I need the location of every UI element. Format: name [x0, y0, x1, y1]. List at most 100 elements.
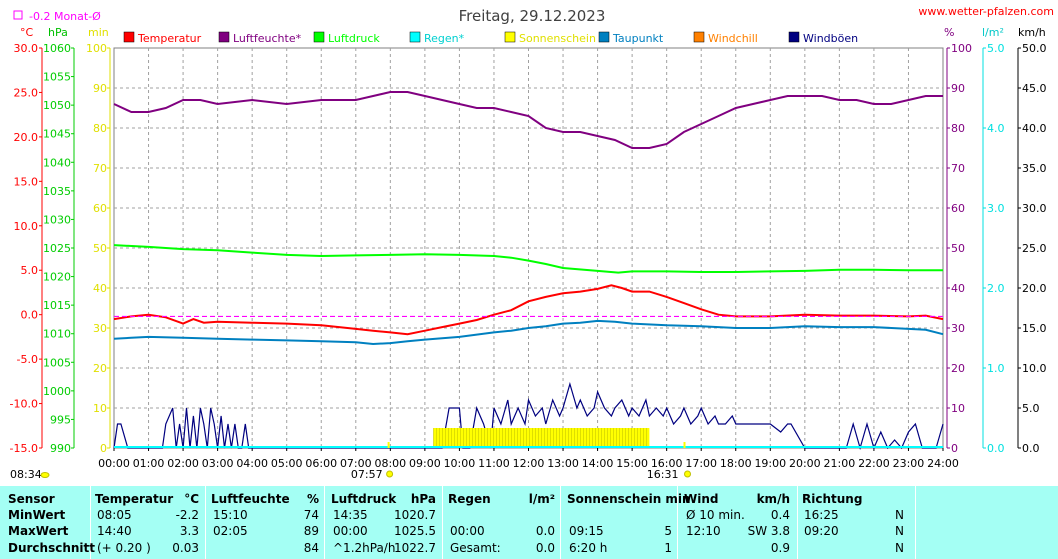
- stats-col-title: Regen: [448, 492, 491, 506]
- legend-label: Luftfeuchte*: [233, 32, 302, 45]
- stats-value: 1025.5: [394, 524, 436, 538]
- legend-item: Windböen: [788, 31, 858, 45]
- temp-tick-label: -10.0: [10, 398, 38, 411]
- unit-temp: °C: [20, 26, 34, 39]
- stats-separator: [442, 486, 443, 559]
- x-tick-label: 22:00: [858, 457, 890, 470]
- legend-item: Windchill: [693, 31, 758, 45]
- rain-tick-label: 4.0: [987, 122, 1005, 135]
- pressure-tick-label: 1050: [43, 99, 71, 112]
- stats-time: 12:10: [686, 524, 721, 538]
- minutes-tick-label: 10: [93, 402, 107, 415]
- stats-value: 1: [664, 541, 672, 555]
- unit-wind: km/h: [1018, 26, 1046, 39]
- x-tick-label: 04:00: [236, 457, 268, 470]
- unit-rain: l/m²: [982, 26, 1004, 39]
- stats-separator: [205, 486, 206, 559]
- wind-tick-label: 10.0: [1022, 362, 1047, 375]
- stats-col-title: Richtung: [802, 492, 863, 506]
- minutes-tick-label: 40: [93, 282, 107, 295]
- pressure-tick-label: 1010: [43, 328, 71, 341]
- pressure-tick-label: 990: [50, 442, 71, 455]
- minutes-tick-label: 80: [93, 122, 107, 135]
- x-tick-label: 12:00: [513, 457, 545, 470]
- stats-value: 5: [664, 524, 672, 538]
- legend-swatch: [693, 31, 705, 43]
- stats-row-label: Durchschnitt: [8, 541, 96, 555]
- humidity-tick-label: 30: [951, 322, 965, 335]
- minutes-tick-label: 20: [93, 362, 107, 375]
- wind-tick-label: 0.0: [1022, 442, 1040, 455]
- stats-time: 15:10: [213, 508, 248, 522]
- rain-tick-label: 2.0: [987, 282, 1005, 295]
- stats-time: Ø 10 min.: [686, 508, 745, 522]
- pressure-tick-label: 1015: [43, 299, 71, 312]
- stats-value: 89: [303, 524, 319, 538]
- stats-value: SW 3.8: [747, 524, 790, 538]
- pressure-tick-label: 995: [50, 413, 71, 426]
- sunrise-label: 07:57: [351, 468, 383, 481]
- series-line-2: [113, 244, 943, 274]
- legend-label: Regen*: [424, 32, 465, 45]
- stats-col-title: Wind: [684, 492, 719, 506]
- x-tick-label: 00:00: [98, 457, 130, 470]
- x-tick-label: 23:00: [893, 457, 925, 470]
- stats-value: 0.0: [535, 541, 555, 555]
- stats-col-unit: °C: [184, 492, 199, 506]
- rain-tick-label: 1.0: [987, 362, 1005, 375]
- series-line-3: [113, 319, 944, 346]
- x-tick-label: 17:00: [685, 457, 717, 470]
- rain-tick-label: 0.0: [987, 442, 1005, 455]
- stats-time: (+ 0.20 ): [97, 541, 151, 555]
- x-tick-label: 18:00: [720, 457, 752, 470]
- x-tick-label: 05:00: [271, 457, 303, 470]
- stats-row-label: MinWert: [8, 508, 66, 522]
- x-tick-label: 16:00: [651, 457, 683, 470]
- unit-percent: %: [944, 26, 954, 39]
- wind-tick-label: 15.0: [1022, 322, 1047, 335]
- stats-separator: [797, 486, 798, 559]
- x-tick-label: 13:00: [547, 457, 579, 470]
- legend-label: Sonnenschein: [519, 32, 596, 45]
- stats-value: 1022.7: [394, 541, 436, 555]
- temp-tick-label: 20.0: [14, 131, 39, 144]
- site-link[interactable]: www.wetter-pfalzen.com: [918, 5, 1054, 18]
- pressure-tick-label: 1055: [43, 71, 71, 84]
- stats-time: 14:40: [97, 524, 132, 538]
- pressure-tick-label: 1045: [43, 128, 71, 141]
- wind-tick-label: 30.0: [1022, 202, 1047, 215]
- x-tick-label: 19:00: [754, 457, 786, 470]
- chart-title: Freitag, 29.12.2023: [459, 7, 606, 25]
- x-tick-label: 06:00: [305, 457, 337, 470]
- x-tick-label: 03:00: [202, 457, 234, 470]
- legend-swatch: [504, 31, 516, 43]
- wind-tick-label: 25.0: [1022, 242, 1047, 255]
- temp-tick-label: 25.0: [14, 86, 39, 99]
- wind-tick-label: 45.0: [1022, 82, 1047, 95]
- stats-time: 00:00: [450, 524, 485, 538]
- humidity-tick-label: 90: [951, 82, 965, 95]
- x-tick-label: 11:00: [478, 457, 510, 470]
- sunrise-icon: [386, 470, 394, 478]
- temp-tick-label: 0.0: [21, 309, 39, 322]
- stats-col-unit: l/m²: [528, 492, 555, 506]
- stats-col-title: Temperatur: [95, 492, 174, 506]
- temp-tick-label: -5.0: [17, 353, 38, 366]
- legend-item: Taupunkt: [598, 31, 664, 45]
- humidity-tick-label: 60: [951, 202, 965, 215]
- wind-tick-label: 5.0: [1022, 402, 1040, 415]
- unit-pressure: hPa: [48, 26, 68, 39]
- pressure-tick-label: 1025: [43, 242, 71, 255]
- temp-tick-label: 30.0: [14, 42, 39, 55]
- stats-time: 6:20 h: [569, 541, 608, 555]
- minutes-tick-label: 50: [93, 242, 107, 255]
- legend-swatch: [313, 31, 325, 43]
- stats-value: 0.0: [535, 524, 555, 538]
- x-tick-label: 09:00: [409, 457, 441, 470]
- x-tick-label: 10:00: [444, 457, 476, 470]
- x-tick-label: 14:00: [582, 457, 614, 470]
- weather-chart: Freitag, 29.12.2023 www.wetter-pfalzen.c…: [10, 5, 1054, 481]
- humidity-tick-label: 20: [951, 362, 965, 375]
- stats-value: N: [895, 524, 904, 538]
- x-tick-label: 21:00: [824, 457, 856, 470]
